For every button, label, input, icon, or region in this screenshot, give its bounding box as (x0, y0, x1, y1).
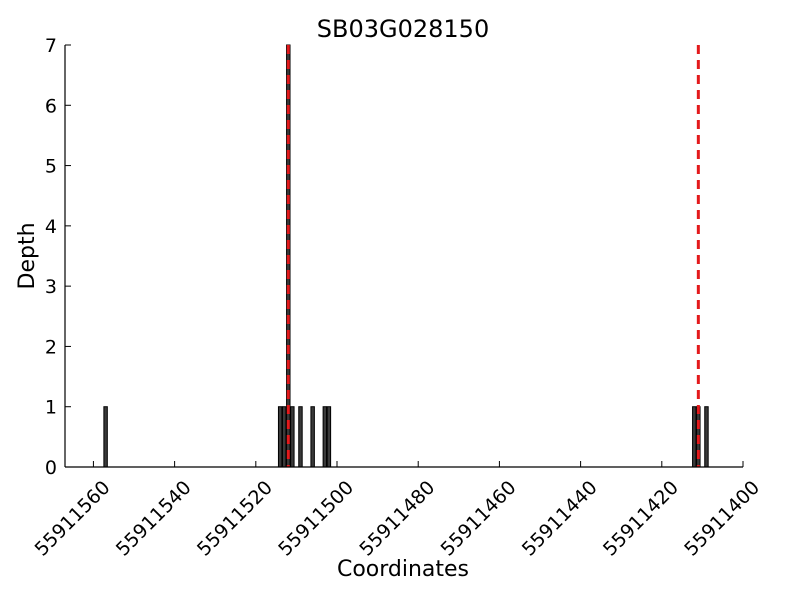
markers-layer (286, 45, 700, 467)
bar (326, 406, 332, 468)
bar (704, 406, 709, 468)
bar (298, 406, 303, 468)
x-tick-label: 55911460 (437, 477, 521, 561)
bar (282, 406, 287, 468)
x-ticks: 5591156055911540559115205591150055911480… (31, 461, 764, 561)
bar (322, 406, 328, 468)
y-tick-label: 2 (45, 336, 57, 358)
bar (103, 406, 108, 468)
y-axis-label: Depth (15, 222, 40, 289)
bar (310, 406, 315, 468)
bar (692, 406, 697, 468)
y-tick-label: 5 (45, 156, 57, 178)
x-axis-label: Coordinates (337, 557, 469, 582)
x-tick-label: 55911520 (193, 477, 277, 561)
x-tick-label: 55911480 (355, 477, 439, 561)
bars-layer (103, 44, 709, 468)
y-ticks: 0 1 2 3 4 5 6 7 (45, 35, 71, 479)
bar (277, 406, 283, 468)
x-tick-label: 55911440 (518, 477, 602, 561)
chart-title: SB03G028150 (317, 15, 489, 43)
y-tick-label: 1 (45, 397, 57, 419)
x-tick-label: 55911500 (274, 477, 358, 561)
x-tick-label: 55911420 (599, 477, 683, 561)
y-tick-label: 4 (45, 216, 57, 238)
x-tick-label: 55911540 (112, 477, 196, 561)
y-tick-label: 7 (45, 35, 57, 57)
y-tick-label: 3 (45, 276, 57, 298)
y-tick-label: 6 (45, 95, 57, 117)
y-tick-label: 0 (45, 457, 57, 479)
axes-layer (64, 45, 743, 468)
bar (290, 406, 295, 468)
x-tick-label: 55911560 (31, 477, 115, 561)
x-tick-label: 55911400 (680, 477, 764, 561)
